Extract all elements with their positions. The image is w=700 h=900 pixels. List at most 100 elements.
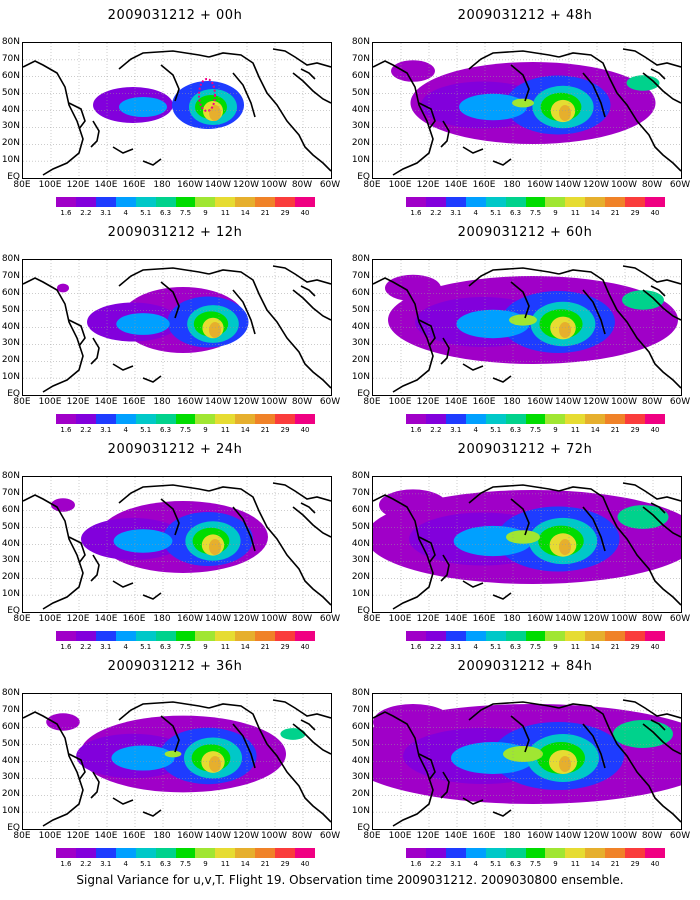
legend-swatch xyxy=(565,631,586,641)
longitude-label: 120E xyxy=(416,180,440,190)
legend-value: 40 xyxy=(300,643,310,651)
legend-value: 5.1 xyxy=(490,209,502,217)
legend-swatch xyxy=(485,197,506,207)
latitude-label: 40N xyxy=(351,538,370,549)
longitude-label: 160W xyxy=(526,180,554,190)
legend-swatch xyxy=(115,848,136,858)
legend-swatch xyxy=(75,414,96,424)
longitude-label: 80E xyxy=(363,180,381,190)
latitude-label: EQ xyxy=(357,823,370,833)
longitude-label: 140E xyxy=(444,831,468,841)
legend-value: 21 xyxy=(260,426,270,434)
legend-value: 4 xyxy=(473,426,478,434)
legend-value: 40 xyxy=(650,209,660,217)
forecast-panel: 2009031212 + 48h 80N 70N 60N 50N 40N 30N 20N 10N… xyxy=(350,0,700,217)
longitude-label: 160W xyxy=(176,831,204,841)
legend-swatch xyxy=(56,197,76,207)
color-legend xyxy=(406,631,665,641)
legend-value: 11 xyxy=(570,643,580,651)
longitude-label: 60W xyxy=(319,831,341,841)
longitude-label: 60W xyxy=(669,180,691,190)
color-legend xyxy=(56,414,315,424)
panel-title: 2009031212 + 12h xyxy=(107,225,243,240)
forecast-panel: 2009031212 + 24h 80N 70N 60N 50N 40N 30N 20N 10N… xyxy=(0,434,350,651)
longitude-label: 100W xyxy=(260,831,288,841)
legend-swatch xyxy=(406,848,426,858)
legend-swatch xyxy=(295,848,315,858)
legend-swatch xyxy=(255,414,276,424)
legend-value: 6.3 xyxy=(509,209,522,217)
legend-swatch xyxy=(505,197,526,207)
legend-value: 1.6 xyxy=(60,643,72,651)
legend-swatch xyxy=(645,631,665,641)
legend-swatch xyxy=(135,197,156,207)
legend-value: 7.5 xyxy=(179,860,192,868)
longitude-label: 180 xyxy=(153,831,171,841)
latitude-label: 40N xyxy=(1,321,20,332)
legend-value: 40 xyxy=(650,426,660,434)
latitude-label: 30N xyxy=(351,555,370,566)
panel-title: 2009031212 + 36h xyxy=(107,659,243,674)
longitude-label: 60W xyxy=(319,180,341,190)
legend-value: 11 xyxy=(220,860,230,868)
longitude-label: 120W xyxy=(232,180,260,190)
longitude-label: 60W xyxy=(319,397,341,407)
legend-swatch xyxy=(95,848,116,858)
latitude-label: 80N xyxy=(351,471,370,481)
longitude-label: 80E xyxy=(13,397,31,407)
legend-swatch xyxy=(605,197,626,207)
legend-value: 1.6 xyxy=(410,860,422,868)
longitude-label: 100W xyxy=(610,180,638,190)
longitude-label: 180 xyxy=(503,397,521,407)
variance-map xyxy=(22,693,332,830)
legend-value: 11 xyxy=(570,426,580,434)
latitude-label: 50N xyxy=(351,521,370,532)
legend-swatch xyxy=(175,848,196,858)
latitude-label: 50N xyxy=(1,521,20,532)
latitude-label: 60N xyxy=(1,287,20,298)
color-legend xyxy=(406,197,665,207)
longitude-label: 100W xyxy=(260,397,288,407)
longitude-label: 120E xyxy=(66,397,90,407)
longitude-label: 80E xyxy=(13,614,31,624)
legend-value: 5.1 xyxy=(140,860,152,868)
latitude-label: 40N xyxy=(1,755,20,766)
longitude-label: 180 xyxy=(153,614,171,624)
legend-value: 1.6 xyxy=(60,860,72,868)
legend-swatch xyxy=(155,414,176,424)
latitude-label: 20N xyxy=(351,789,370,800)
longitude-label: 120W xyxy=(582,831,610,841)
longitude-label: 60W xyxy=(669,831,691,841)
longitude-label: 100W xyxy=(610,831,638,841)
legend-swatch xyxy=(425,848,446,858)
legend-swatch xyxy=(545,631,566,641)
forecast-panel: 2009031212 + 12h 80N 70N 60N 50N 40N 30N 20N 10N… xyxy=(0,217,350,434)
latitude-label: 50N xyxy=(351,738,370,749)
legend-swatch xyxy=(465,197,486,207)
legend-value: 2.2 xyxy=(80,426,92,434)
longitude-label: 140W xyxy=(204,614,232,624)
longitude-label: 180 xyxy=(153,180,171,190)
variance-map xyxy=(372,42,682,179)
longitude-label: 80W xyxy=(641,614,663,624)
latitude-label: 50N xyxy=(1,87,20,98)
legend-value: 11 xyxy=(570,209,580,217)
legend-swatch xyxy=(605,848,626,858)
legend-value: 9 xyxy=(203,643,208,651)
latitude-label: 70N xyxy=(1,704,20,715)
legend-swatch xyxy=(505,414,526,424)
legend-value: 9 xyxy=(553,426,558,434)
latitude-label: 10N xyxy=(1,155,20,166)
legend-swatch xyxy=(255,631,276,641)
panel-title: 2009031212 + 84h xyxy=(457,659,593,674)
legend-value: 6.3 xyxy=(509,643,522,651)
legend-value: 4 xyxy=(473,860,478,868)
latitude-label: 60N xyxy=(1,721,20,732)
longitude-label: 140W xyxy=(204,180,232,190)
latitude-label: 30N xyxy=(1,772,20,783)
longitude-label: 80W xyxy=(641,180,663,190)
longitude-label: 140E xyxy=(94,180,118,190)
latitude-label: 10N xyxy=(351,372,370,383)
legend-value: 3.1 xyxy=(100,860,112,868)
legend-value: 2.2 xyxy=(80,643,92,651)
